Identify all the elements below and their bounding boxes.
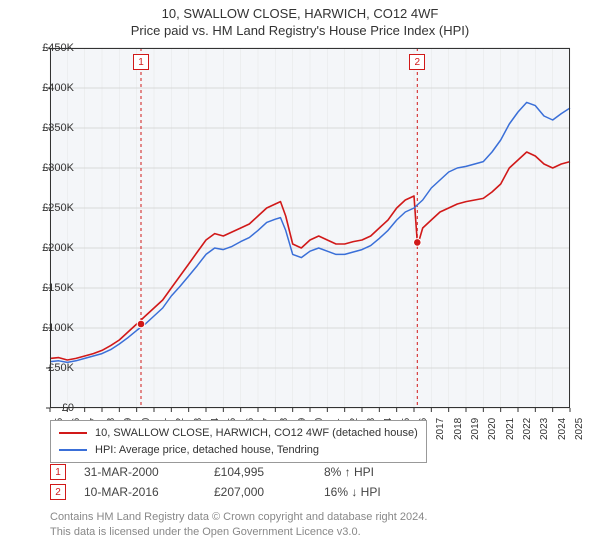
title-sub: Price paid vs. HM Land Registry's House … <box>0 23 600 38</box>
legend: 10, SWALLOW CLOSE, HARWICH, CO12 4WF (de… <box>50 420 427 463</box>
legend-label: HPI: Average price, detached house, Tend… <box>95 442 319 459</box>
legend-swatch-icon <box>59 432 87 434</box>
legend-label: 10, SWALLOW CLOSE, HARWICH, CO12 4WF (de… <box>95 425 418 442</box>
chart-area <box>50 48 570 408</box>
y-tick-label: £350K <box>28 122 74 134</box>
event-badge-icon: 1 <box>133 54 149 70</box>
marker-hpi: 8% ↑ HPI <box>324 465 444 479</box>
marker-date: 31-MAR-2000 <box>84 465 214 479</box>
y-tick-label: £450K <box>28 42 74 54</box>
chart-container: 10, SWALLOW CLOSE, HARWICH, CO12 4WF Pri… <box>0 0 600 560</box>
legend-row: HPI: Average price, detached house, Tend… <box>59 442 418 459</box>
event-badge-icon: 2 <box>409 54 425 70</box>
title-main: 10, SWALLOW CLOSE, HARWICH, CO12 4WF <box>0 6 600 21</box>
y-tick-label: £300K <box>28 162 74 174</box>
y-tick-label: £100K <box>28 322 74 334</box>
marker-table: 1 31-MAR-2000 £104,995 8% ↑ HPI 2 10-MAR… <box>50 462 444 502</box>
legend-row: 10, SWALLOW CLOSE, HARWICH, CO12 4WF (de… <box>59 425 418 442</box>
chart-svg <box>50 48 570 408</box>
x-tick-label: 2017 <box>435 418 446 440</box>
x-tick-label: 2022 <box>522 418 533 440</box>
x-tick-label: 2025 <box>574 418 585 440</box>
footer: Contains HM Land Registry data © Crown c… <box>50 510 427 540</box>
y-tick-label: £200K <box>28 242 74 254</box>
marker-hpi: 16% ↓ HPI <box>324 485 444 499</box>
marker-row: 1 31-MAR-2000 £104,995 8% ↑ HPI <box>50 462 444 482</box>
y-tick-label: £250K <box>28 202 74 214</box>
titles: 10, SWALLOW CLOSE, HARWICH, CO12 4WF Pri… <box>0 0 600 38</box>
marker-row: 2 10-MAR-2016 £207,000 16% ↓ HPI <box>50 482 444 502</box>
y-tick-label: £400K <box>28 82 74 94</box>
legend-swatch-icon <box>59 449 87 451</box>
x-tick-label: 2023 <box>539 418 550 440</box>
x-tick-label: 2019 <box>470 418 481 440</box>
footer-line: This data is licensed under the Open Gov… <box>50 525 427 540</box>
y-tick-label: £50K <box>28 362 74 374</box>
x-tick-label: 2018 <box>453 418 464 440</box>
marker-price: £207,000 <box>214 485 324 499</box>
footer-line: Contains HM Land Registry data © Crown c… <box>50 510 427 525</box>
x-tick-label: 2021 <box>505 418 516 440</box>
marker-price: £104,995 <box>214 465 324 479</box>
y-tick-label: £150K <box>28 282 74 294</box>
marker-badge-icon: 1 <box>50 464 66 480</box>
x-tick-label: 2020 <box>487 418 498 440</box>
marker-badge-icon: 2 <box>50 484 66 500</box>
y-tick-label: £0 <box>28 402 74 414</box>
marker-date: 10-MAR-2016 <box>84 485 214 499</box>
x-tick-label: 2024 <box>557 418 568 440</box>
